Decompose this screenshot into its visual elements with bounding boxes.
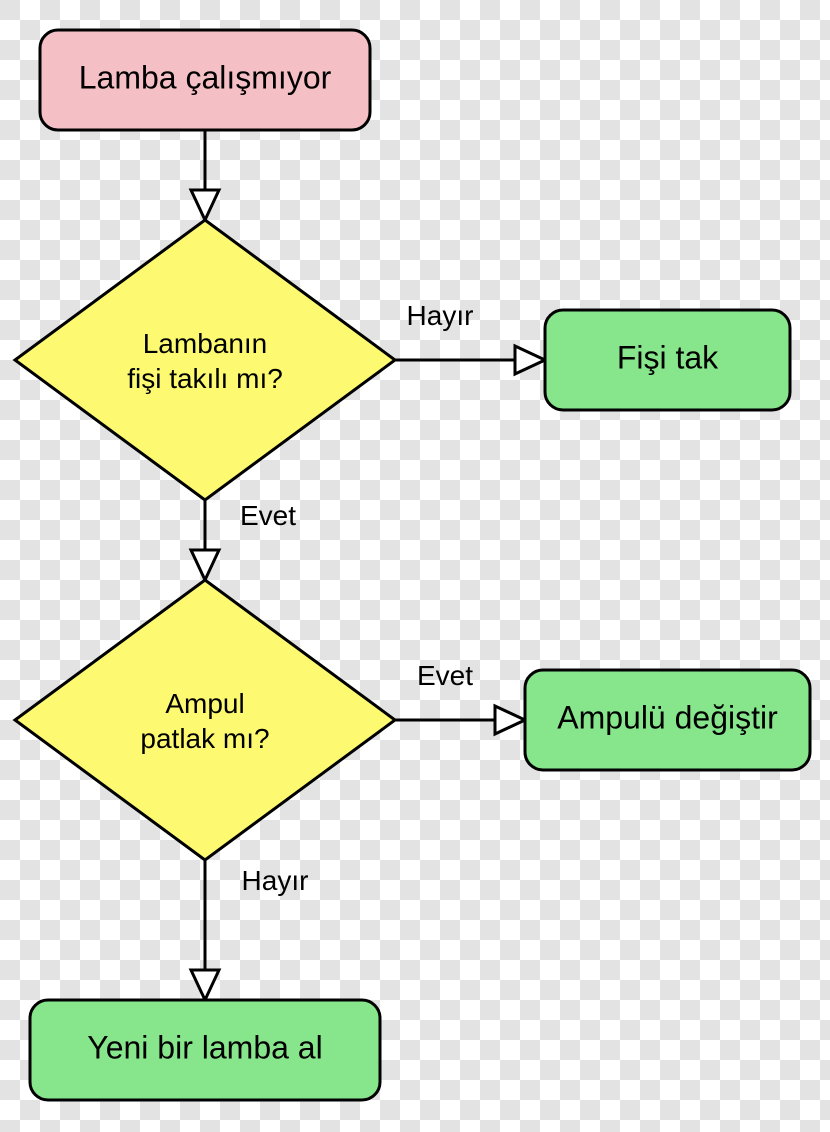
edge-label: Hayır (242, 865, 309, 896)
node-label: Lamba çalışmıyor (79, 59, 332, 95)
node-end2: Ampulü değiştir (525, 670, 810, 770)
node-label: Fişi tak (617, 339, 719, 375)
checker-bg (0, 0, 830, 1132)
node-label: Ampulü değiştir (557, 699, 778, 735)
edge-label: Evet (417, 660, 473, 691)
edge-label: Hayır (407, 300, 474, 331)
node-start: Lamba çalışmıyor (40, 30, 370, 130)
edge-label: Evet (240, 500, 296, 531)
node-label: Yeni bir lamba al (87, 1029, 322, 1065)
node-end1: Fişi tak (545, 310, 790, 410)
node-end3: Yeni bir lamba al (30, 1000, 380, 1100)
